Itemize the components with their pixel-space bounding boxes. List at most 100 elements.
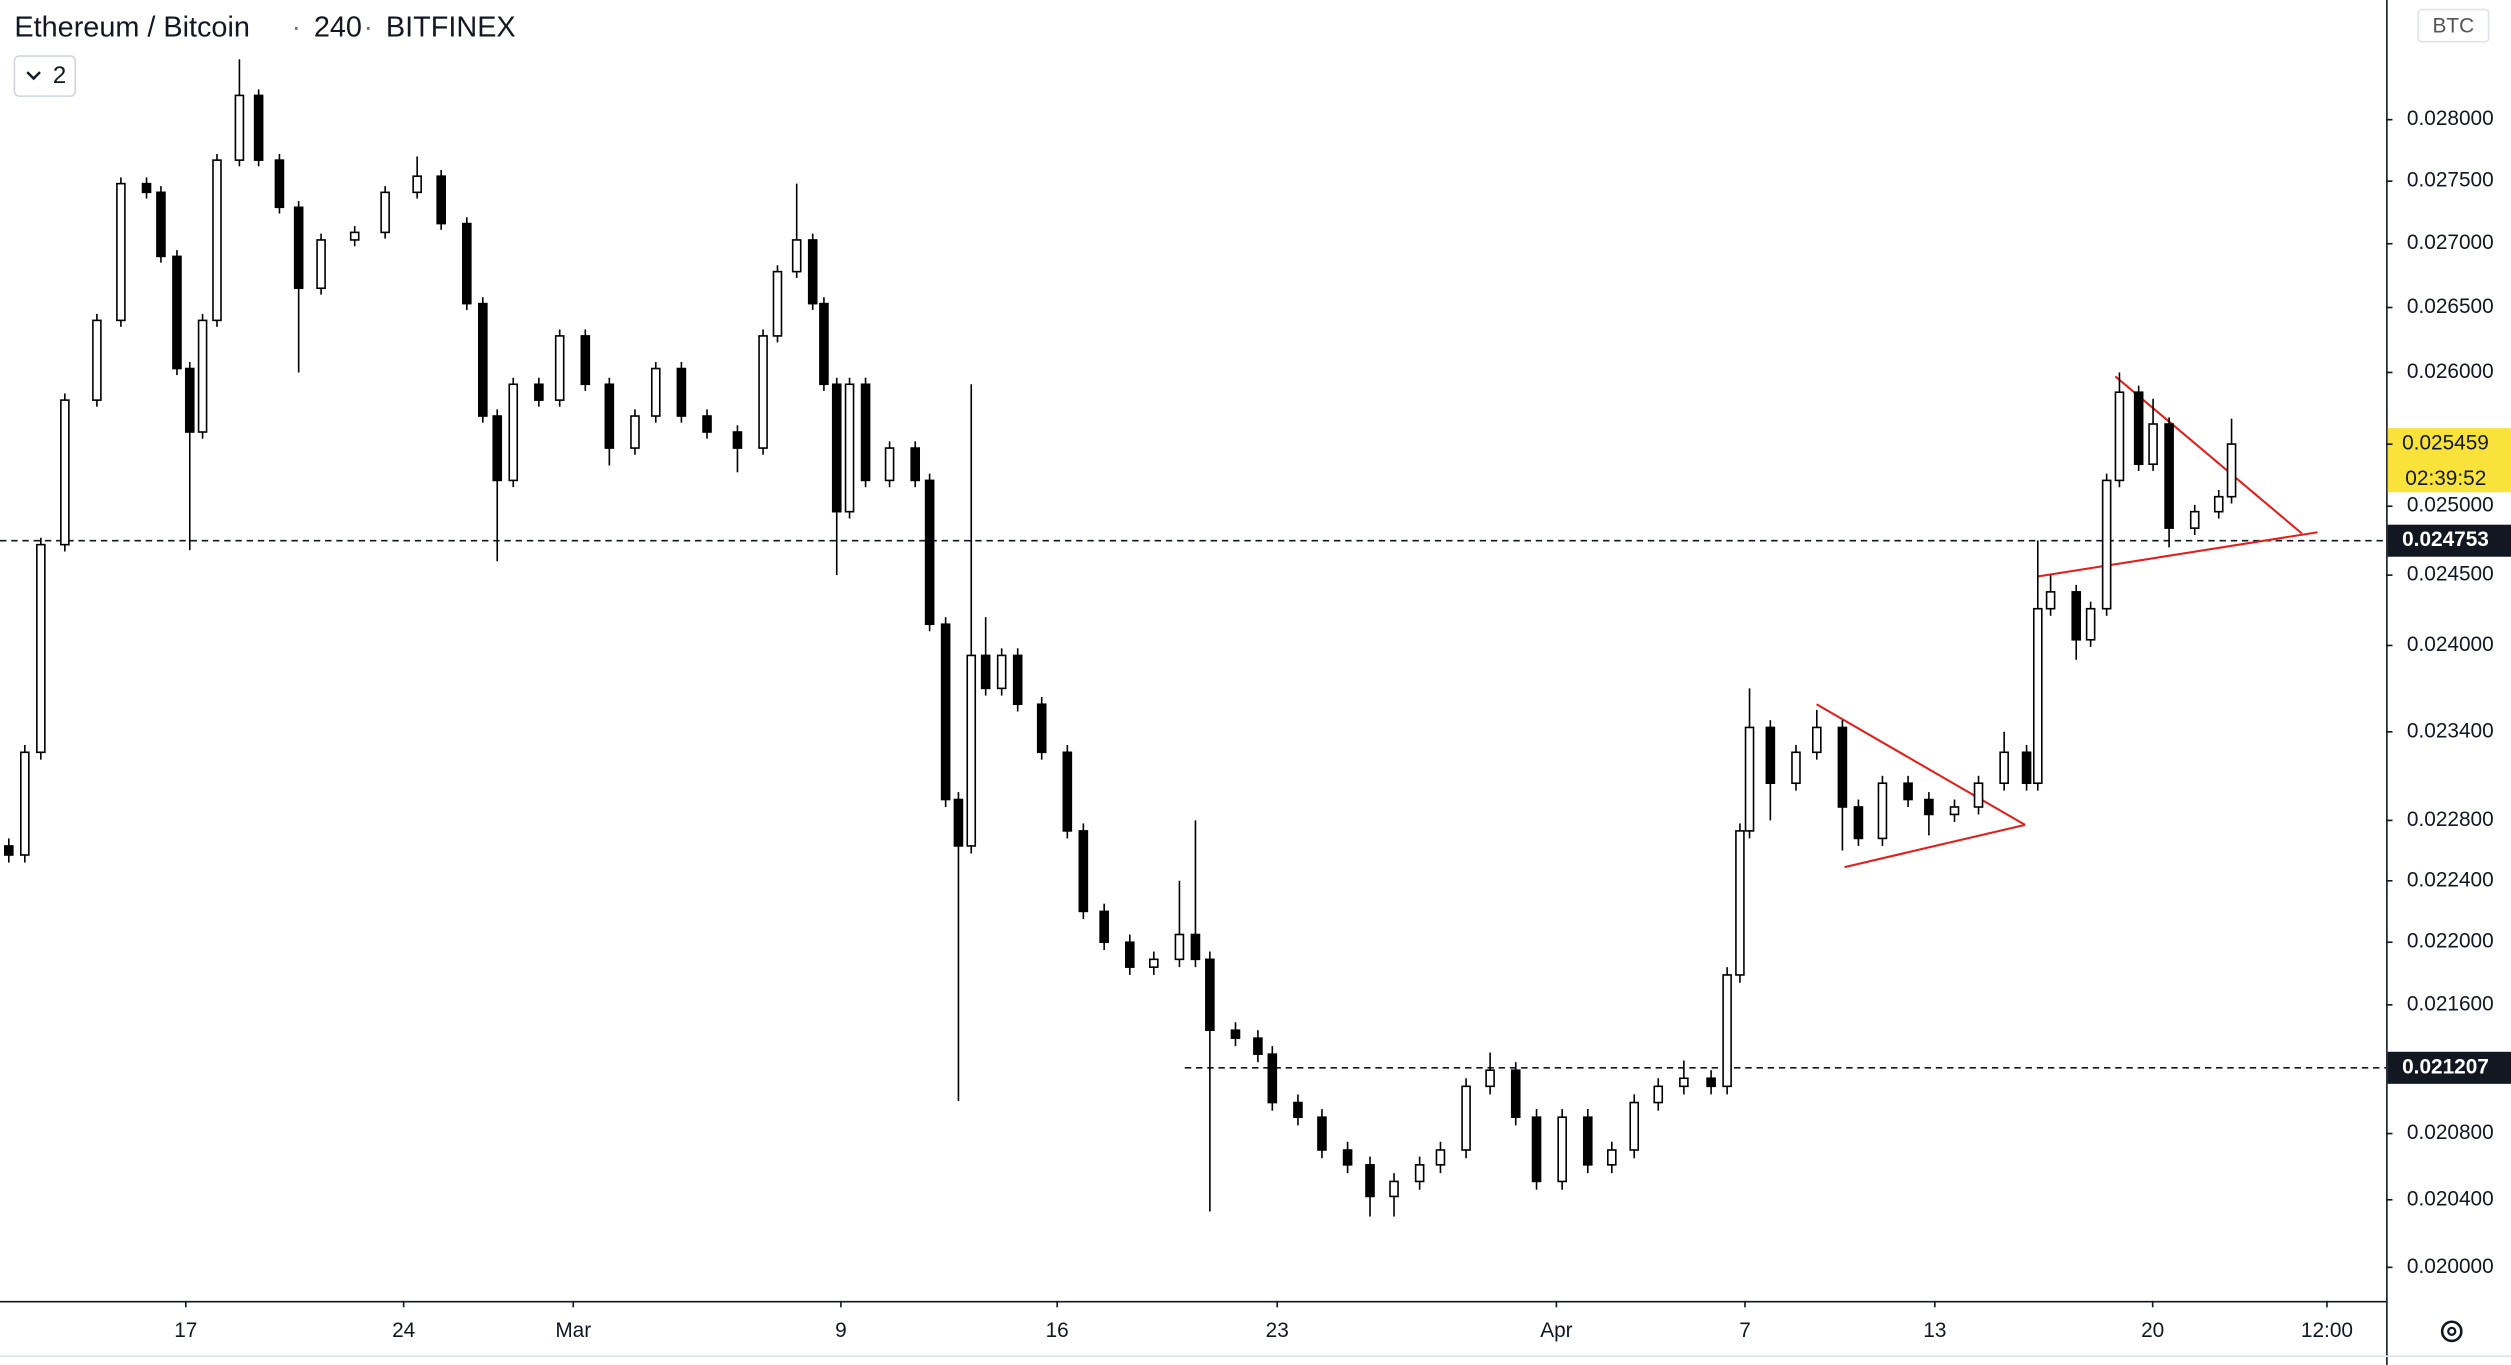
candle-body	[807, 239, 818, 305]
candle-body	[953, 798, 964, 847]
candle-body	[2148, 423, 2158, 465]
candle-body	[924, 479, 935, 626]
candle-body	[1149, 958, 1159, 968]
candle-body	[2114, 391, 2125, 482]
countdown: 02:39:52	[2405, 467, 2486, 490]
candle-body	[604, 383, 615, 449]
candle-body	[1253, 1037, 1263, 1055]
candle-body	[1012, 654, 1023, 706]
candle-body	[772, 270, 783, 337]
candle-body	[141, 182, 152, 194]
y-tick-label: 0.020400	[2407, 1187, 2494, 1210]
y-tick-label: 0.021600	[2407, 992, 2494, 1015]
candle-body	[1949, 806, 1960, 816]
candle-body	[274, 159, 285, 209]
price-line-tag	[2387, 524, 2511, 557]
candle-body	[4, 845, 14, 856]
candle-body	[492, 415, 503, 482]
x-tick-label: 20	[2141, 1319, 2164, 1342]
candle-body	[884, 447, 895, 482]
candle-body	[212, 159, 222, 322]
price-line-label: 0.021207	[2402, 1055, 2489, 1078]
candle-body	[1735, 830, 1745, 976]
indicator-count[interactable]: 2	[53, 62, 66, 89]
candle-body	[2021, 751, 2032, 785]
exchange: BITFINEX	[386, 11, 516, 43]
candle-body	[293, 206, 304, 290]
candle-body	[791, 239, 802, 273]
candle-body	[758, 335, 768, 449]
candle-body	[2101, 479, 2112, 610]
x-tick-label: 23	[1266, 1319, 1289, 1342]
candle-body	[1765, 726, 1776, 785]
candle-body	[910, 447, 921, 482]
y-tick-label: 0.025000	[2407, 494, 2494, 517]
candle-body	[1582, 1116, 1593, 1166]
candle-body	[116, 182, 126, 322]
y-tick-label: 0.024500	[2407, 563, 2494, 586]
separator: ·	[364, 11, 374, 43]
candle-body	[1744, 726, 1755, 832]
candle-body	[1722, 974, 1732, 1088]
y-tick-label: 0.028000	[2407, 107, 2494, 130]
candle-body	[436, 175, 446, 225]
candle-body	[1461, 1085, 1471, 1151]
candle-body	[2085, 607, 2096, 641]
interval: 240	[314, 11, 362, 43]
candle-body	[1557, 1116, 1567, 1183]
candle-body	[1973, 782, 1984, 808]
y-tick-label: 0.022400	[2407, 868, 2494, 891]
currency: BTC	[2433, 15, 2475, 38]
candle-body	[1365, 1164, 1375, 1198]
candle-body	[1531, 1116, 1542, 1183]
candle-body	[831, 383, 842, 513]
price-line-tag	[2387, 1051, 2511, 1084]
candle-body	[1510, 1069, 1521, 1118]
candle-body	[1837, 726, 1848, 808]
x-tick-label: 9	[835, 1319, 847, 1342]
candle-body	[1877, 782, 1888, 840]
indicator-toggle[interactable]: 2	[13, 55, 77, 97]
candle-body	[860, 383, 871, 482]
settings-icon[interactable]	[2440, 1320, 2463, 1343]
x-tick-label: 12:00	[2301, 1319, 2353, 1342]
candle-body	[966, 654, 977, 847]
candle-body	[1293, 1101, 1303, 1118]
candle-body	[478, 302, 488, 417]
trend-line	[2037, 531, 2318, 578]
legend: Ethereum / Bitcoin · 240 · BITFINEX 2	[13, 11, 516, 97]
y-tick-label: 0.023400	[2407, 719, 2494, 742]
candle-body	[1629, 1101, 1640, 1151]
candle-body	[1230, 1029, 1241, 1039]
candle-body	[197, 319, 208, 433]
candle-body	[580, 335, 591, 386]
candle-body	[2226, 443, 2237, 498]
candle-body	[1853, 806, 1864, 840]
candle-body	[940, 623, 951, 801]
candle-body	[462, 222, 472, 305]
x-tick-label: 16	[1046, 1319, 1069, 1342]
candle-body	[1078, 830, 1089, 913]
candle-body	[1062, 751, 1073, 832]
candle-body	[92, 319, 102, 401]
toggle-box[interactable]	[13, 55, 77, 97]
candle-body	[819, 302, 829, 386]
candle-body	[1099, 910, 1109, 944]
chevron[interactable]	[26, 71, 41, 81]
candle-body	[554, 335, 565, 401]
candle-body	[1190, 933, 1201, 961]
trend-line	[1844, 823, 2026, 869]
gear-hub[interactable]	[2447, 1326, 2457, 1337]
y-tick-label: 0.020000	[2407, 1255, 2494, 1278]
candle-body	[1435, 1149, 1446, 1166]
candle-body	[2213, 495, 2224, 513]
x-tick-label: Apr	[1540, 1319, 1572, 1342]
y-tick-label: 0.026500	[2407, 295, 2494, 318]
gear-ring[interactable]	[2440, 1320, 2463, 1343]
candle-body	[1342, 1149, 1353, 1166]
candle-body	[156, 191, 166, 258]
candle-body	[253, 94, 264, 161]
